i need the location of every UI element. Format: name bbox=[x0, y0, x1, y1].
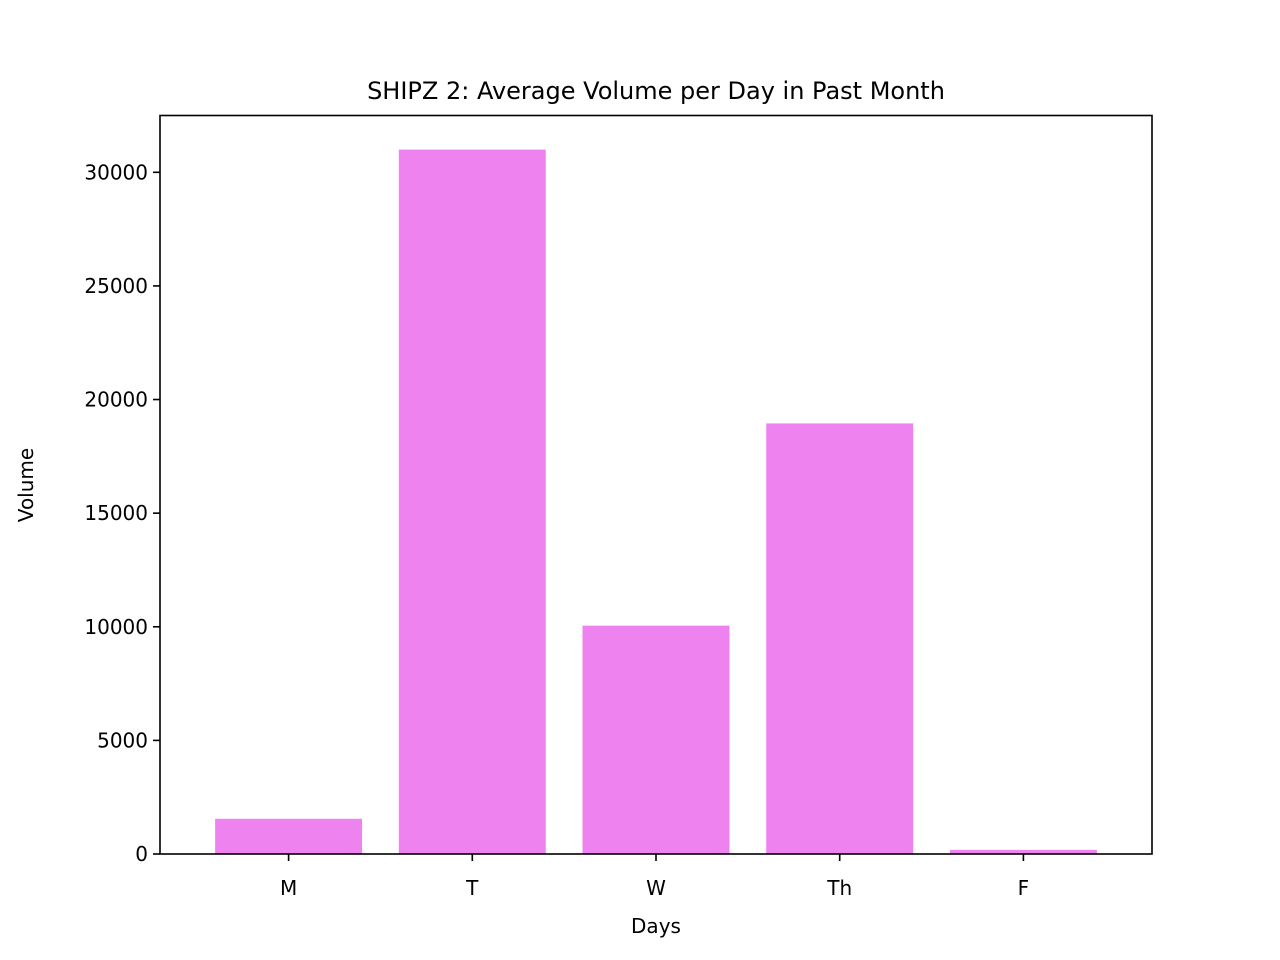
y-tick-label: 0 bbox=[135, 842, 148, 866]
x-tick-label: Th bbox=[826, 876, 852, 900]
x-axis-label: Days bbox=[631, 914, 681, 938]
y-tick-label: 30000 bbox=[84, 160, 148, 184]
x-axis-ticks: M T W Th F bbox=[280, 854, 1029, 900]
y-axis-label: Volume bbox=[14, 448, 38, 522]
bar-th bbox=[766, 423, 914, 854]
plot-frame bbox=[159, 114, 1153, 855]
y-tick-label: 25000 bbox=[84, 274, 148, 298]
x-tick-label: F bbox=[1018, 876, 1030, 900]
y-tick-label: 5000 bbox=[97, 728, 148, 752]
y-tick-label: 10000 bbox=[84, 615, 148, 639]
x-tick-label: M bbox=[280, 876, 297, 900]
bar-w bbox=[582, 625, 730, 854]
bar-f bbox=[949, 849, 1097, 854]
bar-t bbox=[398, 149, 546, 855]
y-axis-ticks: 0 5000 10000 15000 20000 25000 30000 bbox=[84, 160, 160, 866]
x-tick-label: W bbox=[646, 876, 666, 900]
bars-group bbox=[215, 149, 1097, 855]
y-tick-label: 15000 bbox=[84, 501, 148, 525]
x-tick-label: T bbox=[465, 876, 479, 900]
chart-title: SHIPZ 2: Average Volume per Day in Past … bbox=[367, 77, 945, 105]
bar-m bbox=[215, 818, 363, 854]
y-tick-label: 20000 bbox=[84, 388, 148, 412]
